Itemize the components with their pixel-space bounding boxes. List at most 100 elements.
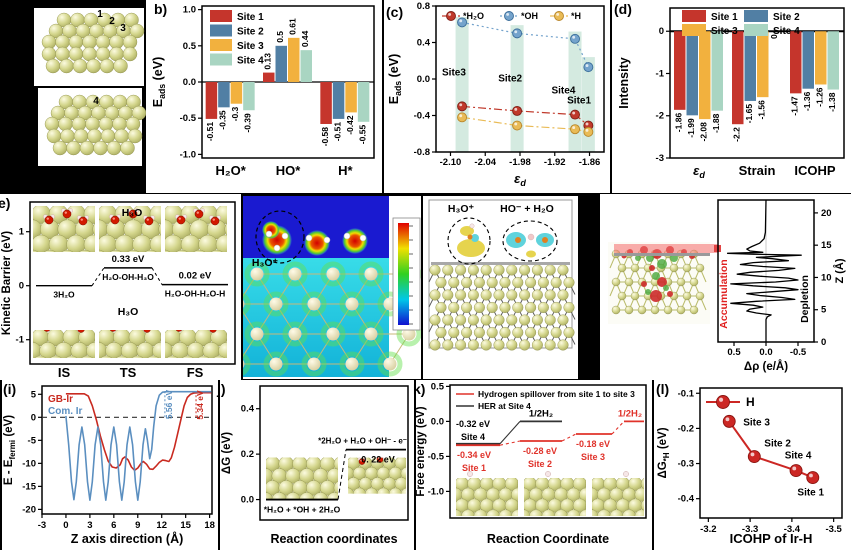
panel-c-label: (c) bbox=[386, 4, 404, 20]
site-label: Site1 bbox=[567, 96, 591, 107]
site-label: Site 3 bbox=[581, 452, 605, 462]
data-point bbox=[747, 450, 761, 463]
data-point bbox=[570, 109, 580, 120]
charge-density-image: H₃O⁺ bbox=[243, 196, 421, 377]
y-axis-label: Kinetic Barrier (eV) bbox=[1, 231, 13, 335]
y-axis-label: E - Efermi (eV) bbox=[3, 415, 17, 485]
legend-label: *H₂O bbox=[463, 11, 484, 21]
panel-h-density-difference: 0 5 10 15 20 Z (Å) 0.5 0.0 -0.5 Δρ (e/Å) Accumulat… bbox=[600, 194, 851, 380]
legend-label: Site 3 bbox=[711, 26, 738, 37]
bar bbox=[827, 31, 839, 90]
data-point bbox=[457, 112, 468, 123]
charge-red bbox=[649, 265, 655, 271]
state-label: H₂O-OH-H₂O-H bbox=[165, 289, 225, 299]
y-tick-label: 1.0 bbox=[183, 5, 196, 16]
state-label: 1/2H₂ bbox=[529, 408, 553, 419]
panel-e-label: e) bbox=[0, 195, 11, 211]
panel-k-spillover-steps: k) 0.5 0.0 -0.5 -1.0 Free energy (eV) Reactio… bbox=[413, 380, 652, 550]
value-label: 0.5 bbox=[275, 31, 285, 43]
y-tick-label: 5 bbox=[31, 389, 37, 400]
y-tick-label: -0.5 bbox=[180, 113, 197, 124]
value-label: -2.08 bbox=[699, 122, 709, 142]
y-tick-label: 1 bbox=[19, 227, 25, 238]
site-number: 2 bbox=[109, 16, 115, 27]
y-axis-label: ΔG (eV) bbox=[221, 432, 233, 474]
bar bbox=[275, 45, 287, 82]
y-tick-label: 0 bbox=[659, 26, 664, 37]
annotation: 5.56 eV bbox=[164, 390, 174, 420]
energy-label: -0.32 eV bbox=[456, 419, 490, 429]
y-tick-label: -1 bbox=[16, 335, 25, 346]
value-label: -1.26 bbox=[815, 87, 825, 107]
point-label: Site 4 bbox=[785, 451, 812, 462]
accumulation-label: Accumulation bbox=[718, 259, 730, 328]
z-axis-label: Z (Å) bbox=[833, 258, 846, 283]
legend-label: GB-Ir bbox=[48, 394, 73, 405]
legend-label: Site 3 bbox=[237, 41, 264, 52]
series-Com. Ir bbox=[65, 390, 212, 501]
legend-swatch bbox=[210, 10, 232, 22]
x-tick-label: 0 bbox=[63, 520, 68, 531]
y-tick-label: -15 bbox=[22, 481, 36, 492]
category-label: H* bbox=[338, 163, 353, 178]
z-tick-label: 10 bbox=[821, 272, 832, 283]
legend-label: Hydrogen spillover from site 1 to site 3 bbox=[478, 389, 635, 399]
value-label: -1.86 bbox=[674, 113, 684, 133]
data-point bbox=[789, 464, 803, 478]
category-label: ICOHP bbox=[794, 163, 836, 178]
charge-green bbox=[635, 255, 641, 261]
molecule-label: H₃O⁺ bbox=[448, 203, 475, 215]
bar bbox=[790, 31, 802, 94]
atom-slab bbox=[99, 206, 161, 252]
value-label: -1.38 bbox=[827, 92, 837, 112]
site-label: Site4 bbox=[551, 86, 575, 97]
y-tick-label: 0.5 bbox=[183, 41, 197, 52]
panel-e-kinetic-barrier: e) 1 0 -1 Kinetic Barrier (eV) H₃O H₃O 3H₂O 0.3… bbox=[0, 194, 241, 380]
y-tick-label: -0.5 bbox=[428, 451, 445, 462]
atom-slab bbox=[456, 478, 518, 516]
data-point bbox=[716, 395, 730, 409]
value-label: -0.51 bbox=[332, 122, 342, 142]
bar bbox=[802, 31, 814, 89]
data-point bbox=[583, 62, 594, 73]
workfunction-lines: -3 0 3 6 9 12 15 18 5 0 -5 -10 -15 -20 Z axis directio… bbox=[3, 385, 215, 546]
atom-slab bbox=[165, 206, 227, 252]
y-tick-label: -0.2 bbox=[678, 423, 694, 434]
legend-label: Site 2 bbox=[773, 12, 800, 23]
y-tick-label: 0.0 bbox=[241, 495, 254, 506]
data-point bbox=[512, 120, 523, 131]
series-line bbox=[728, 420, 814, 479]
plot-frame bbox=[29, 201, 236, 365]
site-label: Site2 bbox=[498, 74, 522, 85]
bar bbox=[320, 82, 332, 124]
y-tick-label: 0.4 bbox=[417, 38, 431, 49]
category-label: Strain bbox=[739, 163, 776, 178]
z-tick-label: 15 bbox=[821, 240, 832, 251]
panel-b-adsorption-bar-chart: b) 1.0 0.5 0.0 -0.5 -1.0 Eads (eV) H₂O* HO* H* -0… bbox=[146, 0, 382, 193]
panel-j-label: j) bbox=[217, 381, 226, 397]
bar-chart-eads: 1.0 0.5 0.0 -0.5 -1.0 Eads (eV) H₂O* HO* H* -0.51… bbox=[151, 5, 375, 178]
value-label: -0.55 bbox=[357, 125, 367, 145]
value-label: -1.36 bbox=[802, 91, 812, 111]
value-label: -2.2 bbox=[732, 127, 742, 142]
surface-line bbox=[431, 262, 570, 265]
y-tick-label: -3 bbox=[656, 153, 664, 164]
molecule-label: H₃O⁺ bbox=[252, 257, 279, 269]
x-axis-label: ICOHP of Ir-H bbox=[730, 531, 813, 546]
bar bbox=[243, 82, 255, 111]
isosurface-yellow bbox=[457, 239, 485, 257]
atom-slab bbox=[165, 330, 227, 358]
legend-label: HER at Site 4 bbox=[478, 401, 531, 411]
panel-l-icohp-scatter: (l) -3.2 -3.3 -3.4 -3.5 -0.1 -0.2 -0.3 -0.4 ICOH… bbox=[654, 380, 851, 550]
x-tick-label: -3.4 bbox=[784, 524, 801, 535]
molecule-label: H₃O bbox=[118, 306, 139, 318]
charge-red bbox=[667, 291, 673, 297]
panel-i-label: (i) bbox=[3, 381, 17, 397]
atom-slab bbox=[33, 206, 95, 252]
y-tick-label: -1 bbox=[656, 68, 665, 79]
data-point bbox=[554, 11, 564, 21]
y-axis-label: Free energy (eV) bbox=[416, 406, 427, 496]
x-axis-label: Δρ (e/Å) bbox=[744, 360, 788, 373]
data-point bbox=[512, 105, 523, 116]
